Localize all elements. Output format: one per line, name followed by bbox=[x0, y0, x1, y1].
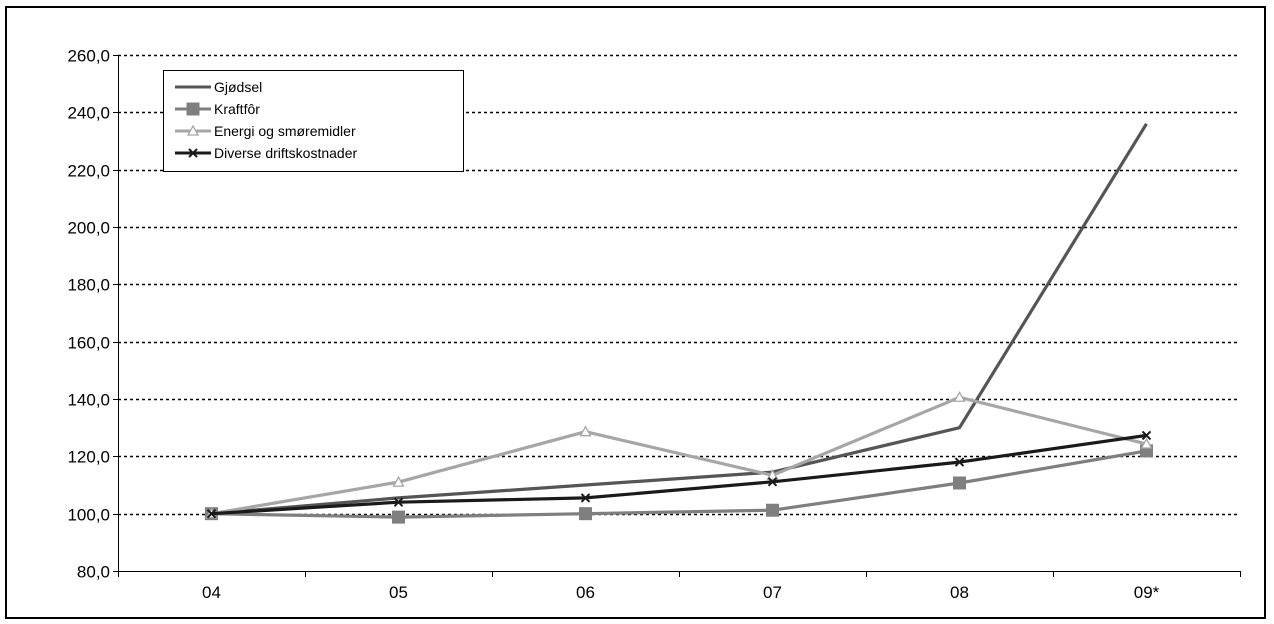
legend-label: Energi og smøremidler bbox=[214, 123, 356, 139]
data-point bbox=[767, 477, 778, 487]
series bbox=[205, 122, 1153, 524]
data-point bbox=[206, 508, 217, 519]
data-point bbox=[392, 510, 405, 524]
data-point bbox=[579, 425, 592, 437]
legend: Gjødsel Kraftfôr Energi og smøremidler Dive… bbox=[163, 70, 464, 172]
legend-swatch-marker bbox=[186, 102, 200, 116]
y-tick-label: 80,0 bbox=[77, 563, 110, 582]
x-tick-label: 05 bbox=[389, 583, 408, 602]
x-tick-label: 08 bbox=[950, 583, 969, 602]
legend-entry: Energi og smøremidler bbox=[175, 123, 356, 139]
data-point bbox=[1140, 437, 1153, 449]
legend-entry: Gjødsel bbox=[175, 79, 262, 95]
series-2 bbox=[205, 390, 1153, 519]
data-point bbox=[1141, 430, 1152, 441]
legend-box bbox=[163, 70, 464, 172]
y-tick-label: 260,0 bbox=[67, 47, 110, 66]
y-tick-label: 240,0 bbox=[67, 104, 110, 123]
y-axis-tick-labels: 80,0 100,0 120,0 140,0 160,0 180,0 200,0 220,0 2… bbox=[67, 47, 110, 582]
x-tick-label: 09* bbox=[1134, 583, 1160, 602]
data-point bbox=[953, 390, 966, 402]
y-tick-label: 120,0 bbox=[67, 448, 110, 467]
legend-entry: Diverse driftskostnader bbox=[175, 145, 358, 161]
legend-label: Kraftfôr bbox=[214, 101, 260, 117]
data-point bbox=[766, 503, 779, 517]
data-point bbox=[953, 476, 966, 490]
x-tick-label: 06 bbox=[576, 583, 595, 602]
series-1 bbox=[205, 444, 1153, 524]
data-point bbox=[580, 493, 591, 503]
x-tick-label: 07 bbox=[763, 583, 782, 602]
y-tick-label: 100,0 bbox=[67, 506, 110, 525]
y-tick-label: 180,0 bbox=[67, 276, 110, 295]
y-tick-label: 200,0 bbox=[67, 219, 110, 238]
legend-swatch-marker bbox=[188, 148, 198, 158]
series-line bbox=[211, 449, 1147, 519]
data-point bbox=[393, 497, 404, 507]
series-line bbox=[211, 395, 1147, 516]
legend-swatch-marker bbox=[186, 124, 200, 136]
x-tick-label: 04 bbox=[202, 583, 221, 602]
legend-label: Gjødsel bbox=[214, 79, 262, 95]
y-tick-label: 220,0 bbox=[67, 162, 110, 181]
data-point bbox=[766, 468, 779, 480]
data-point bbox=[954, 457, 965, 467]
series-3 bbox=[206, 430, 1152, 519]
series-0 bbox=[211, 122, 1148, 516]
y-tick-label: 140,0 bbox=[67, 391, 110, 410]
data-point bbox=[579, 507, 592, 521]
series-line bbox=[211, 122, 1148, 516]
legend-entry: Kraftfôr bbox=[175, 101, 260, 117]
axes bbox=[113, 55, 1241, 577]
y-tick-label: 160,0 bbox=[67, 334, 110, 353]
x-axis-tick-labels: 04 05 06 07 08 09* bbox=[202, 583, 1160, 602]
series-line bbox=[211, 433, 1147, 516]
legend-label: Diverse driftskostnader bbox=[214, 145, 358, 161]
data-point bbox=[392, 475, 405, 487]
